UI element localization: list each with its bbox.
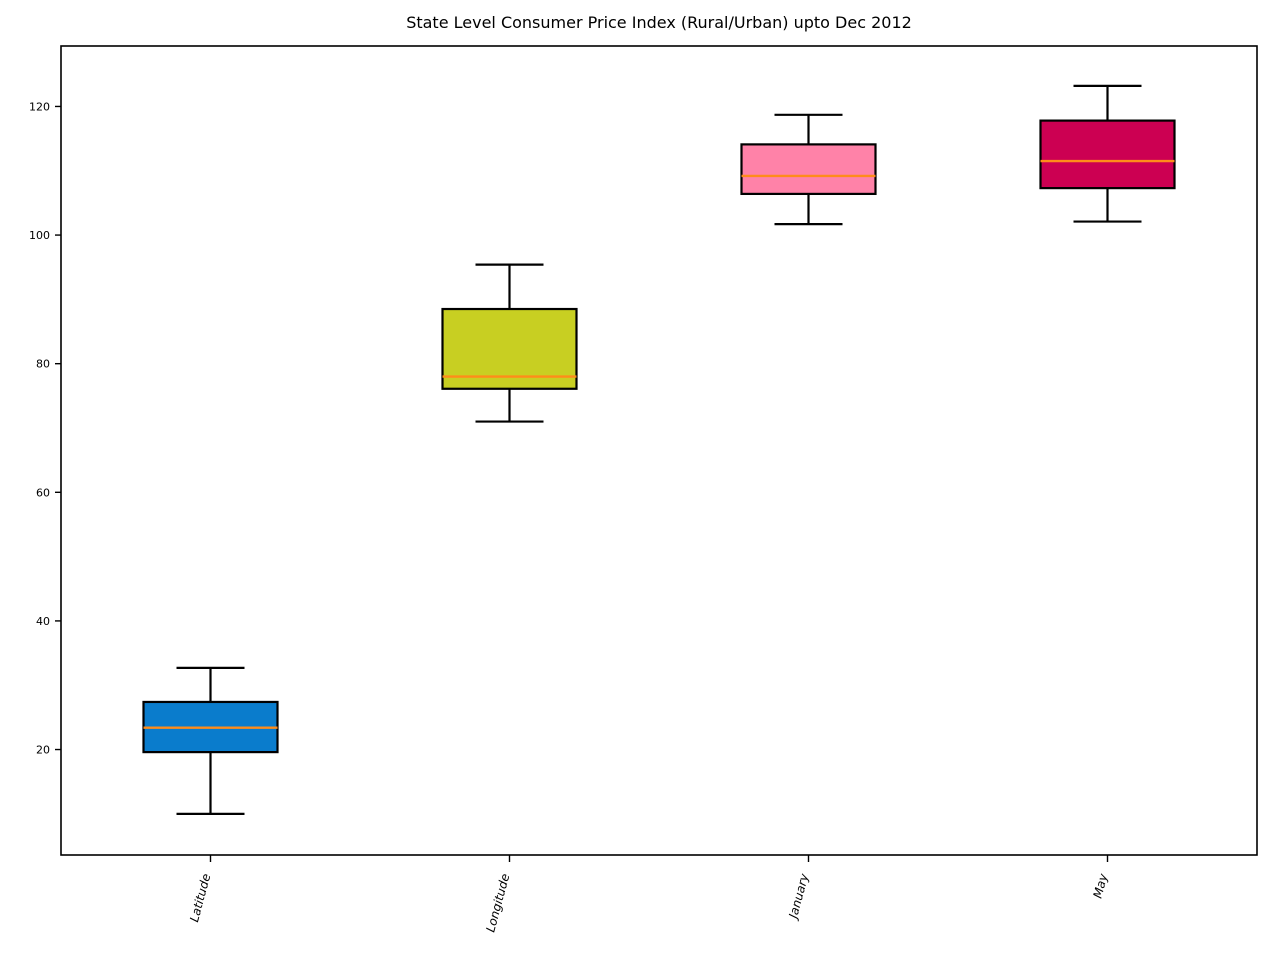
axes-frame (60, 45, 1258, 856)
box-group-may (1039, 84, 1176, 223)
x-tick-label: May (1090, 871, 1110, 899)
y-tick-label: 80 (36, 358, 50, 371)
y-tick-label: 20 (36, 744, 50, 757)
plot-area (142, 84, 1176, 815)
y-axis: 20 40 60 80 100 120 (29, 100, 61, 757)
x-tick-label: January (786, 871, 812, 921)
box-iqr (1039, 119, 1176, 190)
y-tick-label: 100 (29, 229, 50, 242)
x-tick-label: Latitude (187, 872, 213, 923)
y-tick-label: 120 (29, 100, 50, 113)
y-tick-label: 60 (36, 486, 50, 499)
box-iqr (740, 143, 877, 196)
x-tick-label: Longitude (483, 872, 512, 933)
box-group-latitude (142, 666, 279, 815)
y-tick-label: 40 (36, 615, 50, 628)
chart-title: State Level Consumer Price Index (Rural/… (406, 13, 912, 32)
box-group-january (740, 113, 877, 226)
x-axis: Latitude Longitude January May (187, 855, 1111, 934)
box-group-longitude (441, 263, 578, 423)
